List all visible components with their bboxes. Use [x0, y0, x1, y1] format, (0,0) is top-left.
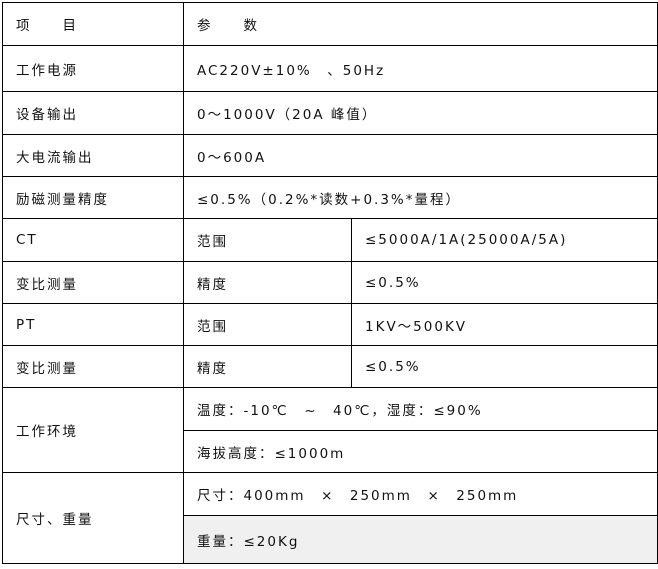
table-row: 大电流输出 0～600A — [2, 134, 658, 177]
table-row: 工作电源 AC220V±10% 、50Hz — [2, 45, 658, 92]
row-label: 工作环境 — [2, 387, 184, 473]
row-value: ≤0.5% — [351, 345, 658, 388]
row-sub: 范围 — [183, 218, 352, 262]
row-value: 0～1000V（20A 峰值） — [183, 91, 658, 135]
row-value: ≤0.5%（0.2%*读数+0.3%*量程） — [183, 176, 658, 219]
table-header: 项 目 参 数 — [2, 2, 658, 46]
row-value: 温度：-10℃ ~ 40℃，湿度：≤90% — [183, 387, 658, 431]
table-row: 变比测量 精度 ≤0.5% — [2, 261, 658, 304]
row-sub: 范围 — [183, 303, 352, 346]
row-label: PT — [2, 303, 184, 346]
table-row: 工作环境 温度：-10℃ ~ 40℃，湿度：≤90% — [2, 387, 658, 473]
row-label: CT — [2, 218, 184, 262]
row-value: ≤5000A/1A(25000A/5A) — [351, 218, 658, 262]
row-value: 重量：≤20Kg — [183, 515, 658, 564]
row-value: AC220V±10% 、50Hz — [183, 45, 658, 92]
table-row: 励磁测量精度 ≤0.5%（0.2%*读数+0.3%*量程） — [2, 176, 658, 219]
table-row: 变比测量 精度 ≤0.5% — [2, 345, 658, 388]
table-row: 尺寸、重量 尺寸：400mm × 250mm × 250mm — [2, 472, 658, 564]
row-label: 大电流输出 — [2, 134, 184, 177]
row-value: ≤0.5% — [351, 261, 658, 304]
row-label: 变比测量 — [2, 345, 184, 388]
row-label: 励磁测量精度 — [2, 176, 184, 219]
row-value: 1KV～500KV — [351, 303, 658, 346]
row-sub: 精度 — [183, 261, 352, 304]
header-param: 参 数 — [183, 2, 658, 46]
row-label: 尺寸、重量 — [2, 472, 184, 564]
row-label: 工作电源 — [2, 45, 184, 92]
table-row: 重量：≤20Kg — [3, 515, 658, 564]
row-label: 变比测量 — [2, 261, 184, 304]
row-value: 0～600A — [183, 134, 658, 177]
table-row: 设备输出 0～1000V（20A 峰值） — [2, 91, 658, 135]
table-row: CT 范围 ≤5000A/1A(25000A/5A) — [2, 218, 658, 262]
header-item: 项 目 — [2, 2, 184, 46]
row-value: 尺寸：400mm × 250mm × 250mm — [183, 472, 658, 516]
row-sub: 精度 — [183, 345, 352, 388]
table-row: PT 范围 1KV～500KV — [2, 303, 658, 346]
row-label: 设备输出 — [2, 91, 184, 135]
table-row: 海拔高度：≤1000m — [3, 430, 658, 473]
row-value: 海拔高度：≤1000m — [183, 430, 658, 473]
